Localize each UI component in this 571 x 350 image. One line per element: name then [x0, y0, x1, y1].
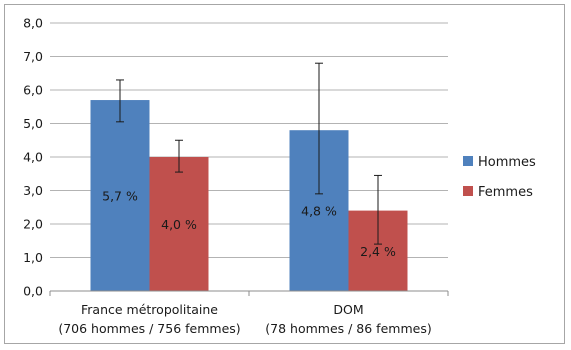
y-tick-label: 0,0 [23, 284, 43, 299]
bar-femmes-0 [149, 157, 209, 291]
category-label: DOM [333, 302, 363, 317]
data-label: 5,7 % [102, 189, 138, 204]
data-labels: 5,7 % 4,0 % 4,8 % 2,4 % [102, 189, 396, 259]
error-bars [116, 62, 382, 245]
y-tick-label: 1,0 [23, 250, 43, 265]
x-axis [49, 290, 449, 296]
y-tick-label: 8,0 [23, 16, 43, 31]
y-axis-ticks: 0,0 1,0 2,0 3,0 4,0 5,0 6,0 7,0 8,0 [23, 16, 43, 299]
y-tick-label: 5,0 [23, 116, 43, 131]
legend-swatch-hommes [463, 156, 473, 166]
legend: Hommes Femmes [463, 155, 536, 200]
legend-label-femmes: Femmes [478, 185, 533, 200]
legend-label-hommes: Hommes [478, 155, 536, 170]
category-label: France métropolitaine [81, 302, 218, 317]
data-label: 4,0 % [161, 217, 197, 232]
data-label: 2,4 % [360, 244, 396, 259]
bar-hommes-0 [90, 100, 150, 291]
chart-frame: 0,0 1,0 2,0 3,0 4,0 5,0 6,0 7,0 8,0 5,7 % 4,0 % 4,… [4, 4, 565, 344]
y-tick-label: 4,0 [23, 150, 43, 165]
y-tick-label: 3,0 [23, 183, 43, 198]
bars [90, 100, 408, 291]
category-labels: France métropolitaine (706 hommes / 756 f… [58, 302, 431, 336]
data-label: 4,8 % [301, 204, 337, 219]
category-label: (78 hommes / 86 femmes) [265, 321, 431, 336]
category-label: (706 hommes / 756 femmes) [58, 321, 240, 336]
legend-swatch-femmes [463, 186, 473, 196]
y-tick-label: 7,0 [23, 49, 43, 64]
bar-chart: 0,0 1,0 2,0 3,0 4,0 5,0 6,0 7,0 8,0 5,7 % 4,0 % 4,… [23, 16, 536, 337]
y-tick-label: 2,0 [23, 217, 43, 232]
y-tick-label: 6,0 [23, 83, 43, 98]
